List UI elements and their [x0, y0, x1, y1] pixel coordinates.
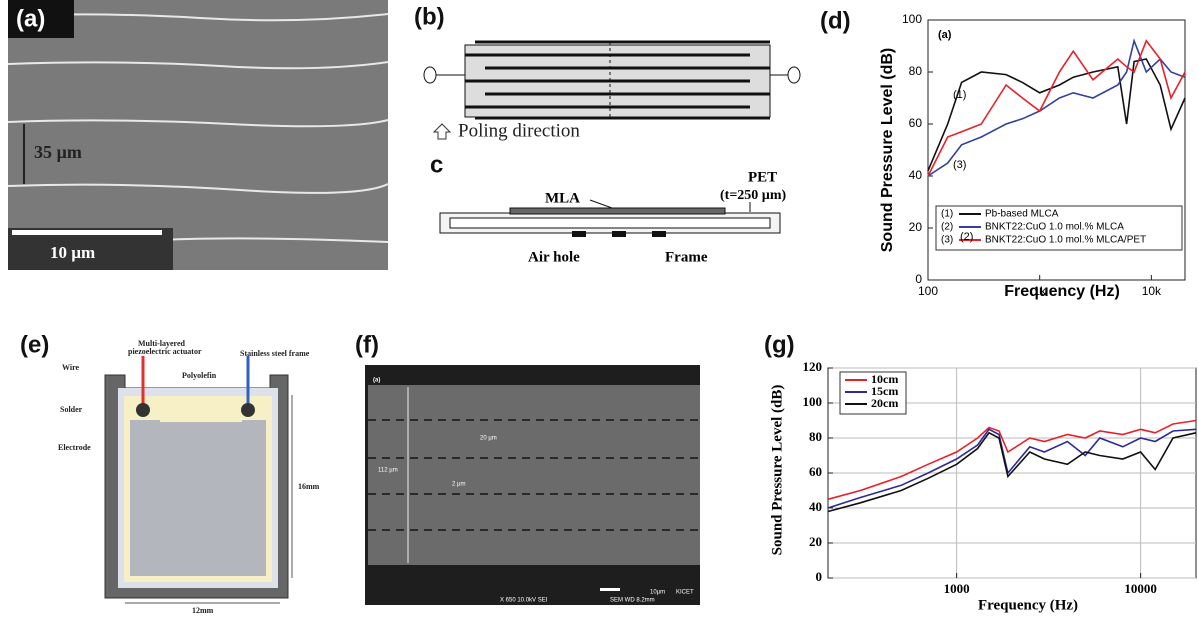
legend-label: BNKT22:CuO 1.0 mol.% MLCA — [985, 222, 1124, 233]
panel-label: (d) — [820, 7, 851, 34]
annotation: (3) — [953, 159, 966, 171]
series-line — [827, 419, 1197, 501]
label: Polyolefin — [182, 371, 217, 380]
hole — [612, 231, 626, 237]
label: 12mm — [192, 606, 214, 615]
y-tick-label: 120 — [803, 359, 823, 374]
y-tick-label: 40 — [909, 168, 923, 182]
y-tick-label: 0 — [816, 569, 823, 584]
x-tick-label: 10000 — [1124, 581, 1157, 596]
y-tick-label: 20 — [909, 220, 923, 234]
y-axis-label: Sound Pressure Level (dB) — [879, 48, 896, 253]
annotation: (1) — [953, 89, 966, 101]
series-line — [827, 428, 1197, 509]
electrodes — [465, 40, 770, 120]
label: Wire — [62, 363, 79, 372]
electrode-body — [130, 420, 266, 576]
label: piezoelectric actuator — [128, 347, 202, 356]
label: (a) — [373, 378, 380, 384]
panel-label: c — [430, 151, 443, 178]
panel-label: (f) — [355, 331, 379, 358]
label: 2 µm — [452, 482, 465, 488]
spacing-label: 35 µm — [34, 142, 82, 162]
label: SEM WD 8.2mm — [610, 598, 655, 604]
panel-b: (b) Poling direction — [414, 3, 801, 141]
y-tick-label: 60 — [909, 116, 923, 130]
label: 112 µm — [378, 468, 398, 474]
legend-key: (1) — [941, 209, 953, 220]
x-tick-label: 1k — [1033, 284, 1047, 298]
x-axis-label: Frequency (Hz) — [978, 597, 1078, 613]
pet-label: PET — [748, 169, 777, 185]
label: 10µm — [650, 590, 665, 596]
thickness-label: (t=250 µm) — [720, 188, 787, 203]
hole — [572, 231, 586, 237]
actuator — [160, 398, 242, 422]
legend-label: 15cm — [871, 384, 898, 398]
legend-label: 10cm — [871, 372, 898, 386]
legend-label: BNKT22:CuO 1.0 mol.% MLCA/PET — [985, 235, 1146, 246]
chart-d: 0 20 40 60 80 100 100 1k 10k (1) Pb-based MLCA (2) B… — [879, 12, 1186, 300]
annotation: (2) — [960, 231, 973, 243]
x-tick-label: 1000 — [944, 581, 970, 596]
panel-label: (b) — [414, 3, 445, 30]
panel-c: c MLA PET (t=250 µm) Air hole Frame — [430, 151, 787, 265]
y-tick-label: 80 — [809, 429, 822, 444]
label: Solder — [60, 405, 83, 414]
solder-dot — [136, 403, 150, 417]
label: Electrode — [58, 443, 91, 452]
panel-label: (e) — [20, 331, 49, 358]
panel-e: (e) Multi-layered piezoelectric actuator… — [20, 331, 320, 615]
y-tick-label: 100 — [902, 12, 922, 26]
pointer — [589, 199, 613, 209]
scale-label: 10 µm — [50, 243, 95, 262]
label: X 650 10.0kV SEI — [500, 598, 548, 604]
label: 20 µm — [480, 436, 497, 442]
x-tick-label: 100 — [918, 284, 938, 298]
y-tick-label: 60 — [809, 464, 822, 479]
scale-bar — [12, 230, 162, 235]
panel-a: (a) 35 µm 10 µm — [7, 0, 389, 270]
stack-image — [368, 385, 700, 565]
inset-label: (a) — [938, 29, 952, 41]
mla-label: MLA — [545, 190, 580, 206]
x-axis-label: Frequency (Hz) — [1004, 283, 1120, 300]
panel-label: (g) — [764, 331, 795, 358]
scale-bar — [600, 588, 620, 591]
x-tick-label: 10k — [1142, 284, 1162, 298]
y-tick-label: 100 — [803, 394, 823, 409]
label: Stainless steel frame — [240, 349, 310, 358]
label-box — [8, 0, 74, 38]
label: 16mm — [298, 482, 320, 491]
legend-key: (2) — [941, 222, 953, 233]
y-tick-label: 0 — [915, 272, 922, 286]
legend-key: (3) — [941, 235, 953, 246]
hole — [652, 231, 666, 237]
arrow — [432, 123, 452, 140]
y-tick-label: 20 — [809, 534, 822, 549]
label: KICET — [676, 590, 694, 596]
terminal — [423, 66, 437, 84]
label: Multi-layered — [138, 339, 186, 348]
terminal — [787, 66, 801, 84]
frame-inner — [449, 217, 771, 229]
panel-label: (a) — [16, 5, 45, 32]
panel-f: (f) (a) 20 µm 112 µm 2 µm X 650 10.0kV S… — [355, 331, 700, 605]
series-line — [927, 39, 1186, 177]
series-line — [927, 38, 1186, 177]
caption: Poling direction — [458, 120, 580, 141]
solder-dot — [241, 403, 255, 417]
legend-label: Pb-based MLCA — [985, 209, 1059, 220]
frame-label: Frame — [665, 249, 708, 265]
y-tick-label: 40 — [809, 499, 822, 514]
sem-image — [8, 0, 388, 270]
air-hole-label: Air hole — [528, 249, 580, 265]
mla-shape — [509, 207, 726, 215]
y-axis-label: Sound Pressure Level (dB) — [769, 385, 785, 556]
legend-label: 20cm — [871, 396, 898, 410]
series-line — [827, 431, 1197, 513]
y-tick-label: 80 — [909, 64, 923, 78]
